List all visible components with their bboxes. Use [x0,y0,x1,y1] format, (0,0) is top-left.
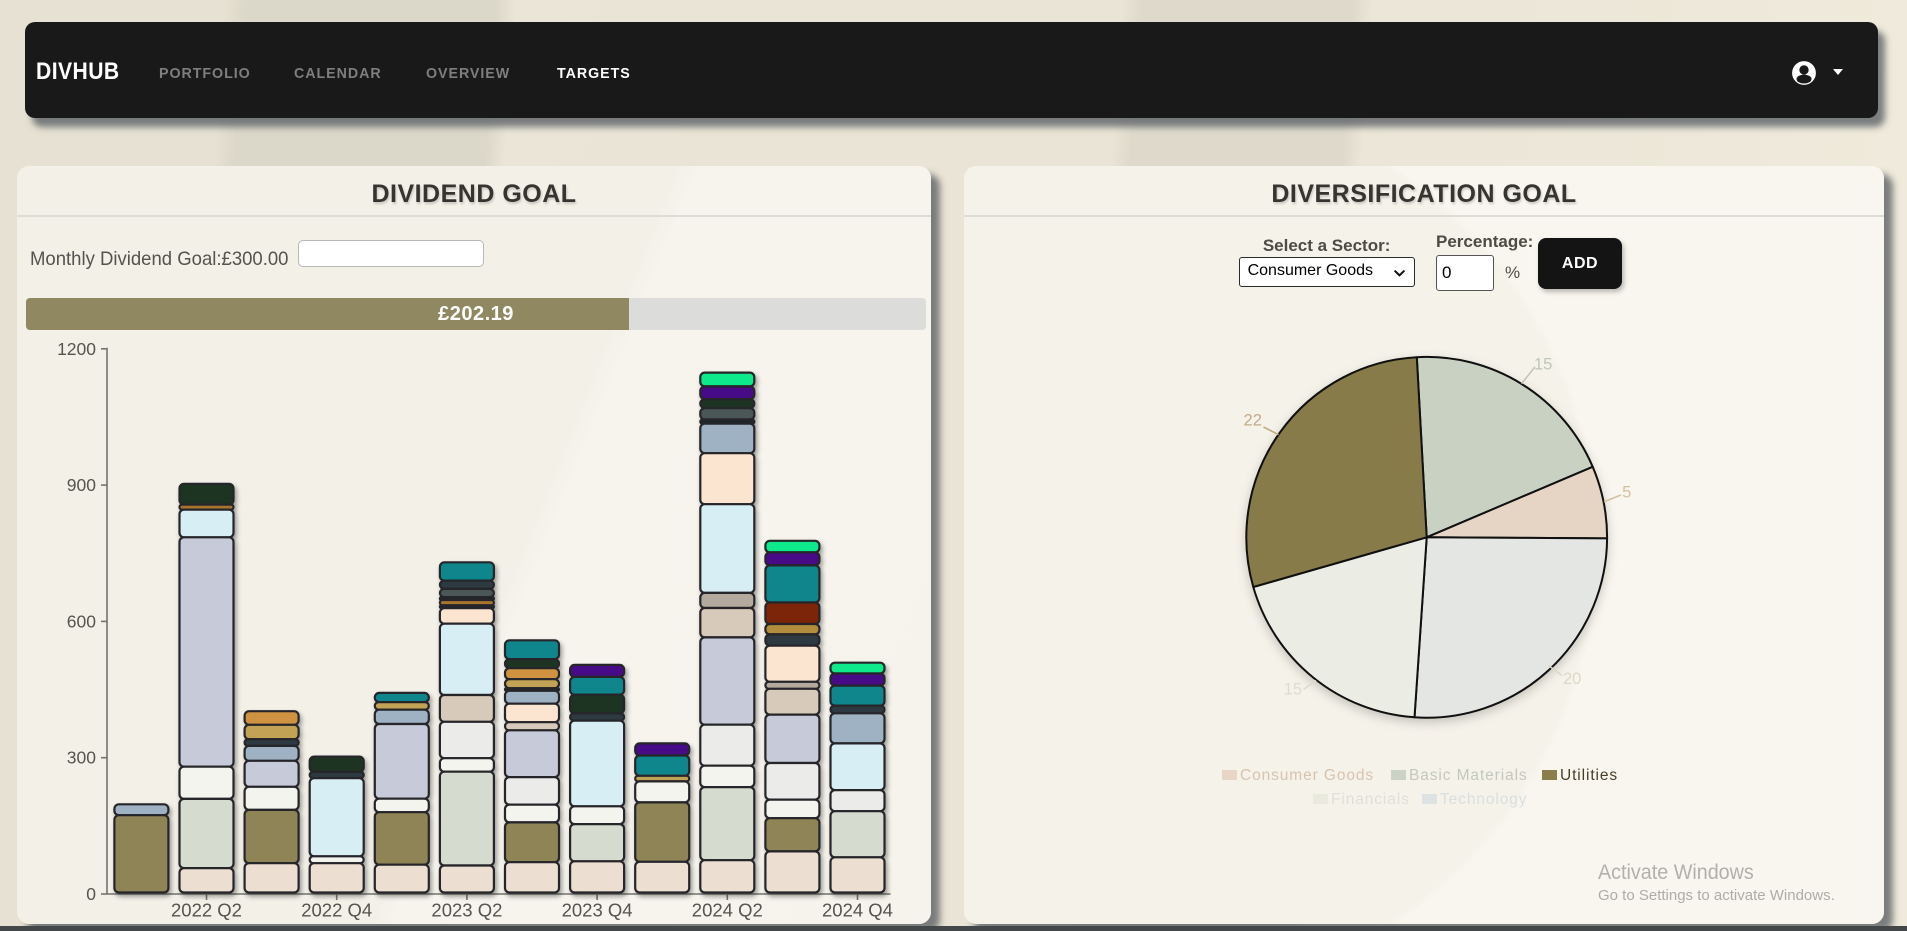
svg-text:22: 22 [1244,412,1262,430]
svg-text:2024 Q2: 2024 Q2 [692,900,763,921]
svg-text:600: 600 [67,611,96,631]
svg-text:2022 Q4: 2022 Q4 [301,900,372,921]
svg-text:2022 Q2: 2022 Q2 [171,900,242,921]
svg-text:1200: 1200 [57,339,96,359]
svg-text:5: 5 [1622,484,1631,502]
svg-text:15: 15 [1284,680,1302,698]
svg-text:20: 20 [1563,670,1581,688]
svg-text:2023 Q4: 2023 Q4 [562,900,633,921]
svg-text:15: 15 [1534,356,1552,374]
svg-text:2024 Q4: 2024 Q4 [822,900,893,921]
svg-text:2023 Q2: 2023 Q2 [431,900,502,921]
svg-text:900: 900 [67,475,96,495]
svg-text:0: 0 [86,884,96,904]
svg-text:300: 300 [67,748,96,768]
